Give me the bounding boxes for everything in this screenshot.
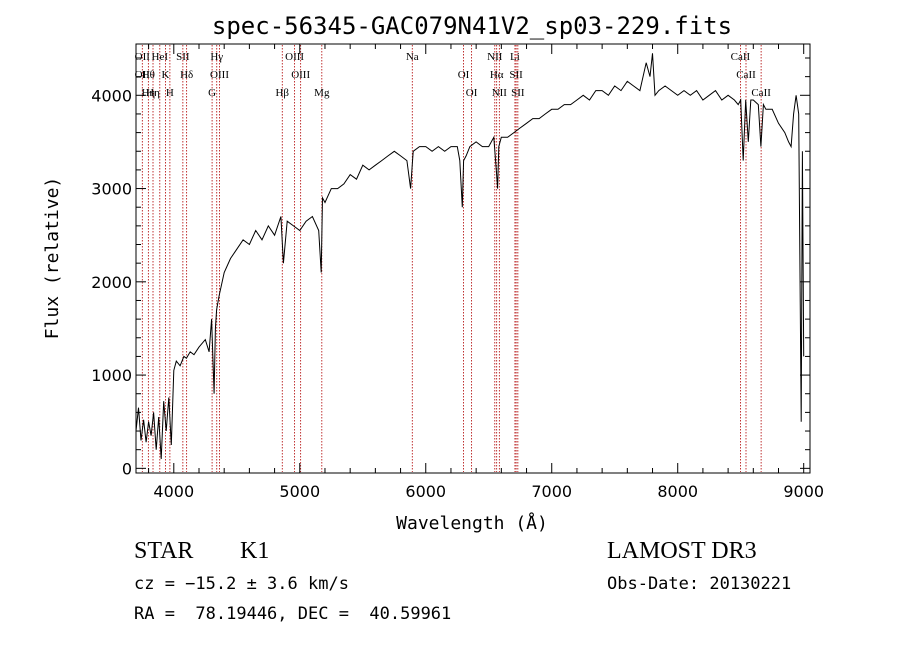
line-marker-label: OIII bbox=[285, 51, 304, 63]
x-tick-label: 7000 bbox=[531, 482, 572, 501]
line-markers bbox=[141, 45, 762, 472]
line-marker-label: OIII bbox=[291, 69, 310, 81]
line-marker-label: HeI bbox=[152, 51, 169, 63]
line-marker-label: CaII bbox=[736, 69, 756, 81]
line-marker-label: Hθ bbox=[142, 69, 155, 81]
line-marker-label: SII bbox=[509, 69, 523, 81]
line-marker-label: Mg bbox=[314, 87, 330, 99]
line-marker-label: OI bbox=[458, 69, 470, 81]
line-marker-label: Li bbox=[510, 51, 520, 63]
y-axis-ticks: 0 1000 2000 3000 4000 bbox=[91, 57, 810, 478]
line-marker-labels: OIIOIIHθHηHηHeIKHSIIHδGHγOIIIHβOIIIOIIIM… bbox=[135, 51, 772, 99]
line-marker-label: H bbox=[166, 87, 174, 99]
x-tick-label: 8000 bbox=[657, 482, 698, 501]
line-marker-label: OI bbox=[466, 87, 478, 99]
line-marker-label: Na bbox=[406, 51, 419, 63]
x-axis-ticks: 4000 5000 6000 7000 8000 9000 bbox=[148, 44, 824, 501]
line-marker-label: CaII bbox=[751, 87, 771, 99]
chart-title: spec-56345-GAC079N41V2_sp03-229.fits bbox=[212, 12, 732, 40]
y-tick-label: 3000 bbox=[91, 180, 132, 199]
plot-frame bbox=[135, 43, 811, 474]
line-marker-label: OIII bbox=[210, 69, 229, 81]
x-tick-label: 6000 bbox=[405, 482, 446, 501]
line-marker-label: G bbox=[208, 87, 216, 99]
y-tick-label: 2000 bbox=[91, 273, 132, 292]
x-axis-label: Wavelength (Å) bbox=[396, 512, 548, 534]
x-tick-label: 4000 bbox=[153, 482, 194, 501]
line-marker-label: OII bbox=[135, 51, 151, 63]
survey-name: LAMOST DR3 bbox=[607, 538, 757, 564]
y-tick-label: 4000 bbox=[91, 86, 132, 105]
line-marker-label: SII bbox=[511, 87, 525, 99]
y-axis-label: Flux (relative) bbox=[42, 177, 63, 340]
line-marker-label: Hδ bbox=[180, 69, 193, 81]
line-marker-label: Hη bbox=[146, 87, 160, 99]
line-marker-label: NII bbox=[492, 87, 508, 99]
line-marker-label: Hα bbox=[490, 69, 504, 81]
object-class: STAR bbox=[134, 538, 194, 564]
x-tick-label: 5000 bbox=[279, 482, 320, 501]
line-marker-label: Hβ bbox=[275, 87, 289, 99]
line-marker-label: CaII bbox=[731, 51, 751, 63]
spectrum-chart: spec-56345-GAC079N41V2_sp03-229.fits OII… bbox=[42, 12, 824, 534]
line-marker-label: NII bbox=[487, 51, 503, 63]
line-marker-label: OII bbox=[135, 69, 151, 81]
y-tick-label: 0 bbox=[122, 459, 132, 478]
obs-date-text: Obs-Date: 20130221 bbox=[607, 574, 792, 594]
line-marker-label: Hγ bbox=[210, 51, 223, 63]
line-marker-label: Hη bbox=[141, 87, 155, 99]
spectrum-line bbox=[135, 53, 805, 460]
object-subclass: K1 bbox=[240, 538, 270, 564]
line-marker-label: K bbox=[162, 69, 170, 81]
line-marker-label: SII bbox=[176, 51, 190, 63]
y-tick-label: 1000 bbox=[91, 366, 132, 385]
redshift-text: cz = −15.2 ± 3.6 km/s bbox=[134, 574, 349, 594]
coordinates-text: RA = 78.19446, DEC = 40.59961 bbox=[134, 604, 452, 624]
x-tick-label: 9000 bbox=[783, 482, 824, 501]
